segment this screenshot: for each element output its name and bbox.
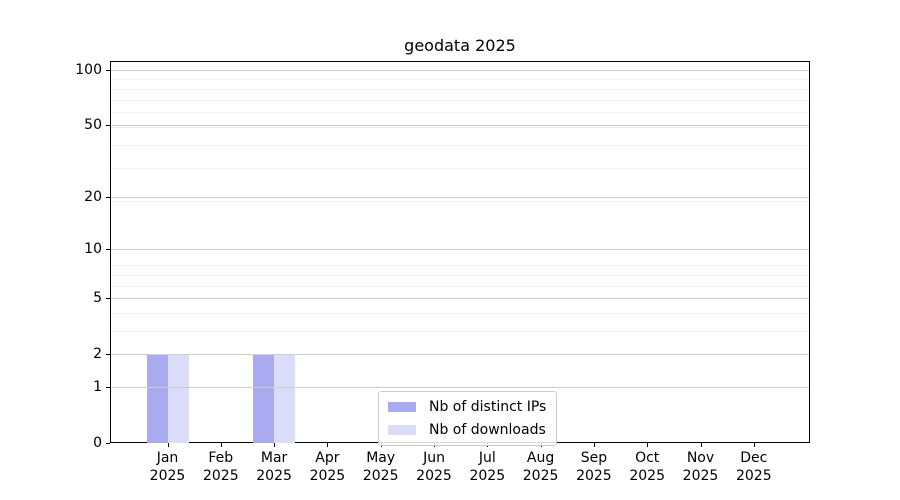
y-tick-mark — [106, 125, 110, 127]
minor-gridline — [111, 99, 809, 101]
x-tick-month: Jun — [423, 450, 445, 466]
y-tick-mark — [106, 298, 110, 300]
x-tick-year: 2025 — [735, 468, 772, 484]
x-tick-year: 2025 — [202, 468, 239, 484]
minor-gridline — [111, 200, 809, 202]
x-tick-label: Nov 2025 — [661, 449, 741, 485]
major-gridline — [111, 298, 809, 300]
minor-gridline — [111, 79, 809, 81]
x-tick-label: Mar 2025 — [234, 449, 314, 485]
x-tick-year: 2025 — [576, 468, 612, 484]
x-tick-mark — [593, 443, 595, 447]
x-tick-mark — [274, 443, 276, 447]
x-tick-label: Feb 2025 — [181, 449, 261, 485]
legend: Nb of distinct IPs Nb of downloads — [378, 391, 558, 446]
bars-layer — [111, 62, 809, 443]
x-tick-label: May 2025 — [341, 449, 421, 485]
x-tick-year: 2025 — [416, 468, 452, 484]
x-tick-month: Apr — [315, 450, 340, 466]
x-tick-mark — [167, 443, 169, 447]
x-tick-month: Sep — [580, 450, 608, 466]
minor-gridline — [111, 285, 809, 287]
x-tick-year: 2025 — [149, 468, 186, 484]
minor-gridline — [111, 265, 809, 267]
y-tick-label: 50 — [84, 117, 102, 134]
minor-gridline — [111, 312, 809, 314]
major-gridline — [111, 387, 809, 388]
y-tick-label: 2 — [93, 346, 102, 363]
x-tick-label: Dec 2025 — [714, 449, 794, 485]
y-tick-label: 20 — [84, 188, 102, 205]
minor-gridline — [111, 144, 809, 146]
y-tick-label: 1 — [93, 379, 102, 395]
bar-distinct-ips-jan — [146, 354, 168, 443]
y-tick-mark — [106, 249, 110, 251]
x-tick-month: Jan — [156, 450, 179, 466]
minor-gridline — [111, 168, 809, 170]
x-tick-year: 2025 — [682, 468, 719, 484]
x-tick-label: Apr 2025 — [287, 449, 367, 485]
x-tick-year: 2025 — [362, 468, 399, 484]
major-gridline — [111, 196, 809, 198]
y-tick-mark — [106, 196, 110, 198]
gridlines-layer — [111, 62, 809, 442]
x-tick-mark — [327, 443, 329, 447]
x-tick-mark — [220, 443, 222, 447]
x-tick-month: Aug — [526, 450, 555, 466]
x-tick-mark — [753, 443, 755, 447]
major-gridline — [111, 70, 809, 71]
legend-item-downloads: Nb of downloads — [388, 422, 546, 438]
legend-label-distinct-ips: Nb of distinct IPs — [429, 399, 547, 415]
y-tick-mark — [106, 70, 110, 71]
x-tick-year: 2025 — [256, 468, 292, 484]
x-tick-year: 2025 — [469, 468, 506, 484]
minor-gridline — [111, 274, 809, 276]
x-tick-month: Nov — [686, 450, 715, 466]
bar-downloads-jan — [167, 354, 189, 443]
major-gridline — [111, 354, 809, 356]
x-tick-label: Sep 2025 — [554, 449, 634, 485]
y-tick-mark — [106, 354, 110, 356]
x-tick-month: Oct — [635, 450, 660, 466]
minor-gridline — [111, 331, 809, 332]
x-tick-year: 2025 — [629, 468, 665, 484]
x-tick-label: Aug 2025 — [501, 449, 581, 485]
minor-gridline — [111, 88, 809, 90]
y-tick-label: 10 — [84, 241, 102, 258]
y-tick-label: 100 — [75, 62, 102, 78]
minor-gridline — [111, 126, 809, 128]
x-tick-label: Jan 2025 — [128, 449, 208, 485]
x-tick-label: Jun 2025 — [394, 449, 474, 485]
major-gridline — [111, 125, 809, 127]
x-tick-month: Feb — [208, 450, 234, 466]
chart-title: geodata 2025 — [404, 36, 516, 55]
x-tick-label: Jul 2025 — [447, 449, 527, 485]
x-tick-mark — [700, 443, 702, 447]
x-tick-year: 2025 — [309, 468, 346, 484]
major-gridline — [111, 249, 809, 251]
legend-swatch-distinct-ips-icon — [388, 402, 416, 412]
legend-label-downloads: Nb of downloads — [429, 422, 546, 438]
legend-swatch-downloads-icon — [388, 425, 416, 435]
x-tick-mark — [647, 443, 649, 447]
legend-item-distinct-ips: Nb of distinct IPs — [388, 399, 546, 415]
minor-gridline — [111, 112, 809, 114]
x-tick-label: Oct 2025 — [607, 449, 687, 485]
y-tick-mark — [106, 443, 110, 444]
bar-downloads-mar — [274, 354, 296, 443]
y-tick-label: 5 — [93, 290, 102, 307]
x-tick-month: Dec — [740, 450, 768, 466]
x-tick-month: Jul — [478, 450, 496, 466]
y-tick-label: 0 — [93, 435, 102, 451]
x-tick-month: Mar — [260, 450, 288, 466]
plot-area: Nb of distinct IPs Nb of downloads — [110, 61, 810, 446]
bar-distinct-ips-mar — [253, 354, 275, 443]
x-tick-month: May — [366, 450, 396, 466]
y-tick-mark — [106, 387, 110, 388]
x-tick-year: 2025 — [522, 468, 559, 484]
